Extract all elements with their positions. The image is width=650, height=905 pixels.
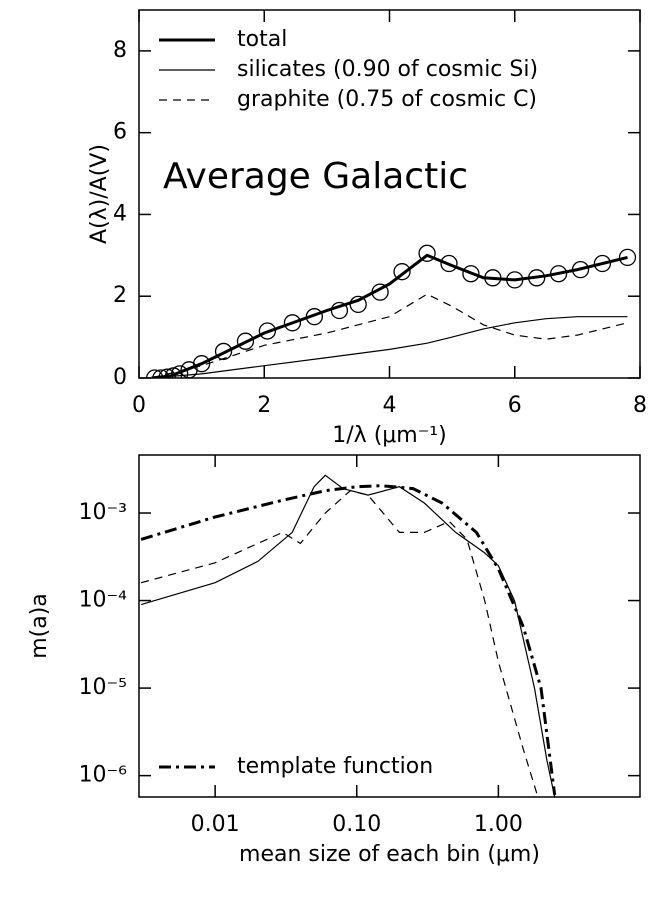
legend-label: graphite (0.75 of cosmic C) xyxy=(237,87,537,112)
data-point xyxy=(618,248,637,267)
y-tick-label: 10⁻⁵ xyxy=(79,675,127,700)
data-point xyxy=(462,265,480,283)
series-line xyxy=(140,474,556,797)
data-point xyxy=(549,265,568,283)
series-line xyxy=(151,253,628,378)
data-point xyxy=(214,342,233,361)
data-point xyxy=(258,322,277,340)
data-point xyxy=(236,332,255,350)
x-tick-label: 0.10 xyxy=(332,812,381,837)
x-axis-label: 1/λ (μm⁻¹) xyxy=(332,423,446,448)
x-tick-label: 0 xyxy=(132,393,146,418)
data-point xyxy=(440,254,458,273)
data-point xyxy=(158,368,176,378)
y-tick-label: 4 xyxy=(113,201,127,226)
data-point xyxy=(305,308,324,326)
series-line xyxy=(151,293,628,378)
data-point xyxy=(418,244,436,262)
y-tick-label: 10⁻⁴ xyxy=(79,588,128,613)
data-point xyxy=(171,365,189,378)
data-point xyxy=(152,369,170,378)
y-tick-label: 0 xyxy=(113,365,127,390)
data-point xyxy=(349,295,367,314)
data-point xyxy=(571,260,590,279)
data-point xyxy=(506,271,524,289)
x-tick-label: 6 xyxy=(508,393,522,418)
data-point xyxy=(393,263,411,281)
data-point xyxy=(283,314,302,332)
plot-frame xyxy=(138,454,641,798)
x-tick-label: 0.01 xyxy=(191,812,240,837)
series-line xyxy=(140,490,539,797)
y-tick-label: 6 xyxy=(113,120,127,145)
x-tick-label: 2 xyxy=(257,393,271,418)
series-line xyxy=(140,484,557,796)
data-point xyxy=(192,355,211,373)
y-tick-label: 8 xyxy=(113,38,127,63)
data-point xyxy=(593,254,612,273)
data-point xyxy=(330,301,349,320)
legend-label: template function xyxy=(237,754,433,779)
series-line xyxy=(151,316,628,378)
y-axis-label: A(λ)/A(V) xyxy=(87,144,112,244)
y-tick-label: 2 xyxy=(113,283,127,308)
data-point xyxy=(146,369,164,378)
y-tick-label: 10⁻³ xyxy=(79,500,127,525)
x-tick-label: 4 xyxy=(383,393,397,418)
data-point xyxy=(528,269,546,287)
data-point xyxy=(484,269,502,287)
legend-label: total xyxy=(237,27,287,52)
data-point xyxy=(371,283,389,301)
y-tick-label: 10⁻⁶ xyxy=(79,763,128,788)
x-tick-label: 1.00 xyxy=(474,812,523,837)
x-tick-label: 8 xyxy=(633,393,647,418)
y-axis-label: m(a)a xyxy=(27,593,52,659)
annotation: Average Galactic xyxy=(163,156,468,197)
legend-label: silicates (0.90 of cosmic Si) xyxy=(237,57,538,82)
x-axis-label: mean size of each bin (μm) xyxy=(239,842,540,867)
